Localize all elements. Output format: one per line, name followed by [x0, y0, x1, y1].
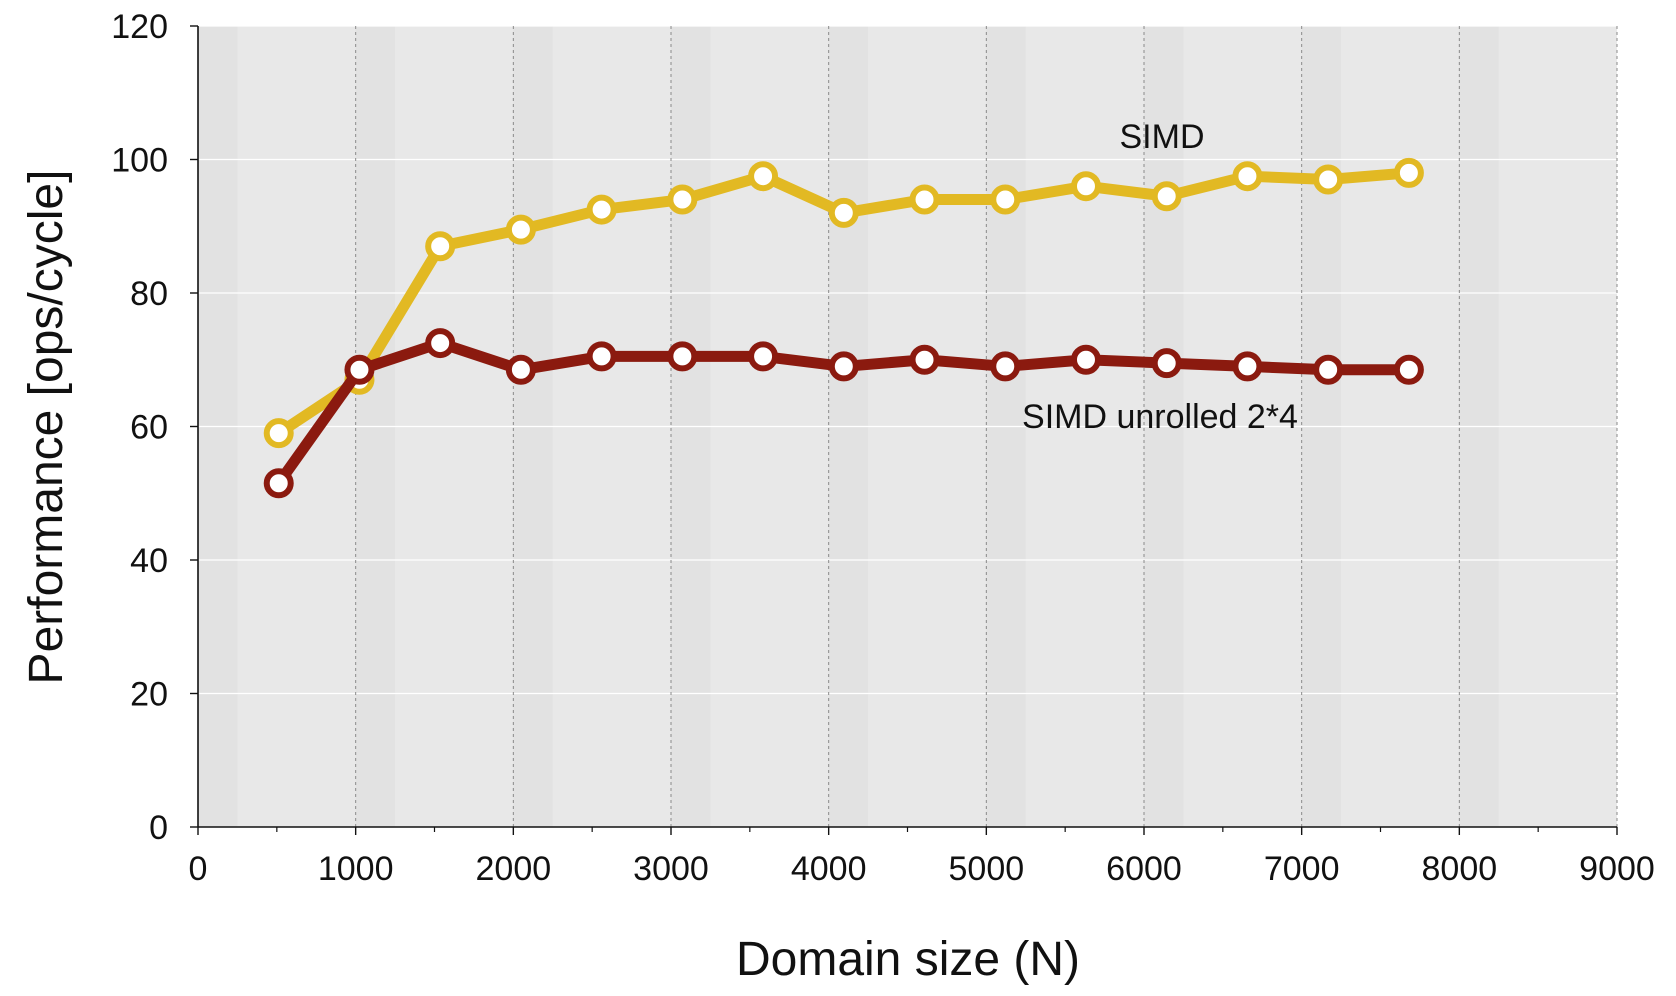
- data-point: [1151, 181, 1182, 212]
- x-tick-label: 7000: [1264, 850, 1340, 888]
- data-point: [667, 341, 698, 372]
- y-tick-label: 60: [130, 409, 168, 447]
- y-axis-ticks: 0 20 40 60 80 100 120: [111, 8, 198, 847]
- y-tick-label: 100: [111, 142, 168, 180]
- x-axis-ticks: 0 1000 2000 3000 4000 5000 6000 7000 8000 9000: [189, 827, 1655, 888]
- y-tick-label: 80: [130, 275, 168, 313]
- data-point: [586, 341, 617, 372]
- data-point: [505, 214, 536, 245]
- data-point: [425, 328, 456, 359]
- data-point: [667, 184, 698, 215]
- series-label-simd-unrolled: SIMD unrolled 2*4: [1022, 398, 1298, 436]
- y-axis-title: Performance [ops/cycle]: [20, 170, 73, 685]
- data-point: [1070, 171, 1101, 202]
- x-tick-label: 1000: [318, 850, 394, 888]
- x-tick-label: 5000: [949, 850, 1025, 888]
- x-tick-label: 0: [189, 850, 208, 888]
- x-tick-label: 8000: [1422, 850, 1498, 888]
- series-layer: [263, 157, 1424, 499]
- x-tick-label: 4000: [791, 850, 867, 888]
- data-point: [263, 468, 294, 499]
- x-tick-label: 9000: [1579, 850, 1655, 888]
- data-point: [1070, 344, 1101, 375]
- data-point: [1232, 161, 1263, 192]
- data-point: [909, 184, 940, 215]
- data-point: [263, 418, 294, 449]
- data-point: [748, 341, 779, 372]
- data-point: [344, 354, 375, 385]
- data-point: [1313, 354, 1344, 385]
- x-tick-label: 3000: [633, 850, 709, 888]
- y-tick-label: 40: [130, 542, 168, 580]
- data-point: [1313, 164, 1344, 195]
- data-point: [828, 351, 859, 382]
- data-point: [990, 184, 1021, 215]
- x-axis-title: Domain size (N): [736, 933, 1080, 986]
- series-label-simd: SIMD: [1120, 118, 1205, 156]
- data-point: [586, 194, 617, 225]
- data-point: [1393, 157, 1424, 188]
- data-point: [909, 344, 940, 375]
- data-point: [1393, 354, 1424, 385]
- data-point: [828, 197, 859, 228]
- x-tick-label: 2000: [476, 850, 552, 888]
- y-tick-label: 120: [111, 8, 168, 46]
- x-tick-label: 6000: [1106, 850, 1182, 888]
- data-point: [425, 231, 456, 262]
- y-tick-label: 0: [149, 809, 168, 847]
- data-point: [505, 354, 536, 385]
- data-point: [990, 351, 1021, 382]
- y-tick-label: 20: [130, 676, 168, 714]
- data-point: [1151, 348, 1182, 379]
- data-point: [748, 161, 779, 192]
- data-point: [1232, 351, 1263, 382]
